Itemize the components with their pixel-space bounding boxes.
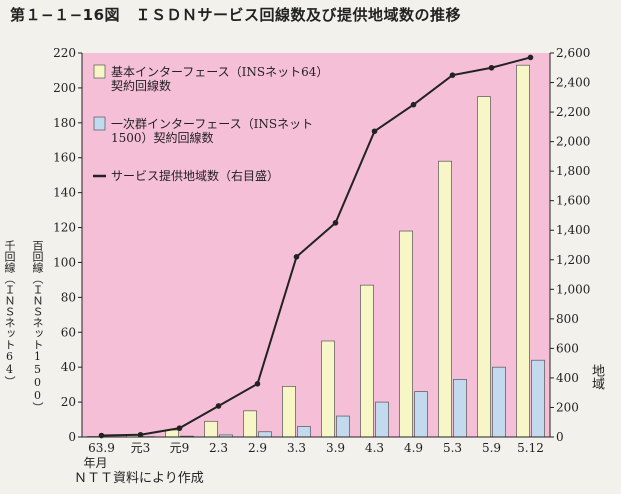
- plot-area: [82, 53, 550, 437]
- left-tick-label: 140: [53, 186, 76, 200]
- legend-swatch-primary: [93, 116, 106, 131]
- left-tick-label: 40: [61, 360, 76, 374]
- legend: 基本インターフェース（INSネット64）契約回線数一次群インターフェース（INS…: [93, 64, 328, 183]
- left-tick-label: 100: [53, 255, 76, 269]
- bar-basic-interface: [477, 96, 491, 438]
- right-tick-label: 1,600: [556, 194, 590, 208]
- line-point: [137, 431, 144, 438]
- right-tick-label: 600: [556, 341, 579, 355]
- x-tick-label: 5.12: [517, 441, 544, 455]
- x-tick-label: 5.3: [443, 441, 462, 455]
- legend-label-basic: 契約回線数: [111, 78, 171, 93]
- bar-primary-interface: [375, 401, 389, 438]
- right-tick-label: 400: [556, 371, 579, 385]
- left-tick-label: 80: [61, 290, 76, 304]
- legend-swatch-basic: [93, 64, 106, 79]
- x-tick-label: 元9: [170, 441, 190, 455]
- left-tick-label: 60: [61, 325, 76, 339]
- right-tick-label: 800: [556, 312, 579, 326]
- x-tick-label: 63.9: [88, 441, 115, 455]
- line-service-areas: [101, 56, 531, 437]
- bar-basic-interface: [360, 284, 374, 438]
- line-point: [410, 101, 417, 108]
- legend-label-line: サービス提供地域数（右目盛）: [111, 168, 279, 183]
- left-tick-label: 200: [53, 81, 76, 95]
- bar-primary-interface: [258, 431, 272, 438]
- x-axis-unit: 年月: [83, 456, 107, 470]
- bar-primary-interface: [414, 391, 428, 438]
- bar-basic-interface: [399, 230, 413, 438]
- right-tick-label: 1,000: [556, 282, 590, 296]
- left-tick-label: 20: [61, 395, 76, 409]
- bar-primary-interface: [492, 366, 506, 438]
- right-tick-label: 2,600: [556, 46, 590, 60]
- bar-basic-interface: [282, 386, 296, 438]
- bar-basic-interface: [516, 64, 530, 438]
- left-tick-label: 220: [53, 46, 76, 60]
- left-tick-label: 180: [53, 116, 76, 130]
- right-tick-label: 1,800: [556, 164, 590, 178]
- left-tick-label: 160: [53, 151, 76, 165]
- x-tick-label: 4.3: [365, 441, 384, 455]
- x-tick-label: 2.9: [248, 441, 267, 455]
- left-axis-label-ins1500: 百回線（ＩＮＳネット1500）: [31, 240, 44, 413]
- line-point: [293, 254, 300, 260]
- x-tick-label: 元3: [131, 441, 151, 455]
- right-tick-label: 2,400: [556, 76, 590, 90]
- line-point: [527, 54, 534, 61]
- line-layer: [98, 54, 534, 439]
- bar-basic-interface: [438, 160, 452, 438]
- right-tick-label: 0: [556, 430, 564, 444]
- line-point: [332, 220, 339, 226]
- bar-primary-interface: [453, 379, 467, 438]
- line-point: [254, 381, 261, 387]
- line-point: [449, 72, 456, 78]
- right-tick-label: 1,200: [556, 253, 590, 267]
- legend-label-primary: 1500）契約回線数: [111, 130, 214, 145]
- bar-primary-interface: [336, 415, 350, 438]
- right-axis-label: 地域: [589, 364, 604, 390]
- axes-layer: 0 20 40 60 80 100 120 140 160 180 200 220 0 200 400 600…: [53, 46, 590, 470]
- bar-primary-interface: [297, 426, 311, 438]
- x-tick-label: 2.3: [209, 441, 228, 455]
- x-tick-label: 3.3: [287, 441, 306, 455]
- right-tick-label: 1,400: [556, 223, 590, 237]
- left-axis-label-ins64: 千回線（ＩＮＳネット64）: [3, 240, 16, 387]
- line-point: [176, 425, 183, 431]
- right-tick-label: 2,000: [556, 135, 590, 149]
- right-tick-label: 200: [556, 400, 579, 414]
- legend-label-primary: 一次群インターフェース（INSネット: [111, 117, 313, 131]
- right-tick-label: 2,200: [556, 105, 590, 119]
- line-point: [488, 64, 495, 71]
- bars-layer: [87, 64, 545, 438]
- bar-basic-interface: [321, 340, 335, 438]
- x-tick-label: 4.9: [404, 441, 423, 455]
- left-tick-label: 120: [53, 221, 76, 235]
- bar-basic-interface: [204, 420, 218, 438]
- line-point: [215, 403, 222, 409]
- bar-basic-interface: [243, 410, 257, 438]
- chart-title: 第１−１−16図 ＩＳＤＮサービス回線数及び提供地域数の推移: [10, 6, 462, 24]
- line-point: [371, 128, 378, 135]
- left-tick-label: 0: [68, 430, 76, 444]
- x-tick-label: 5.9: [482, 441, 501, 455]
- bar-primary-interface: [531, 359, 545, 438]
- source-note: ＮＴＴ資料により作成: [74, 471, 204, 486]
- legend-label-basic: 基本インターフェース（INSネット64）: [111, 65, 328, 79]
- x-tick-label: 3.9: [326, 441, 345, 455]
